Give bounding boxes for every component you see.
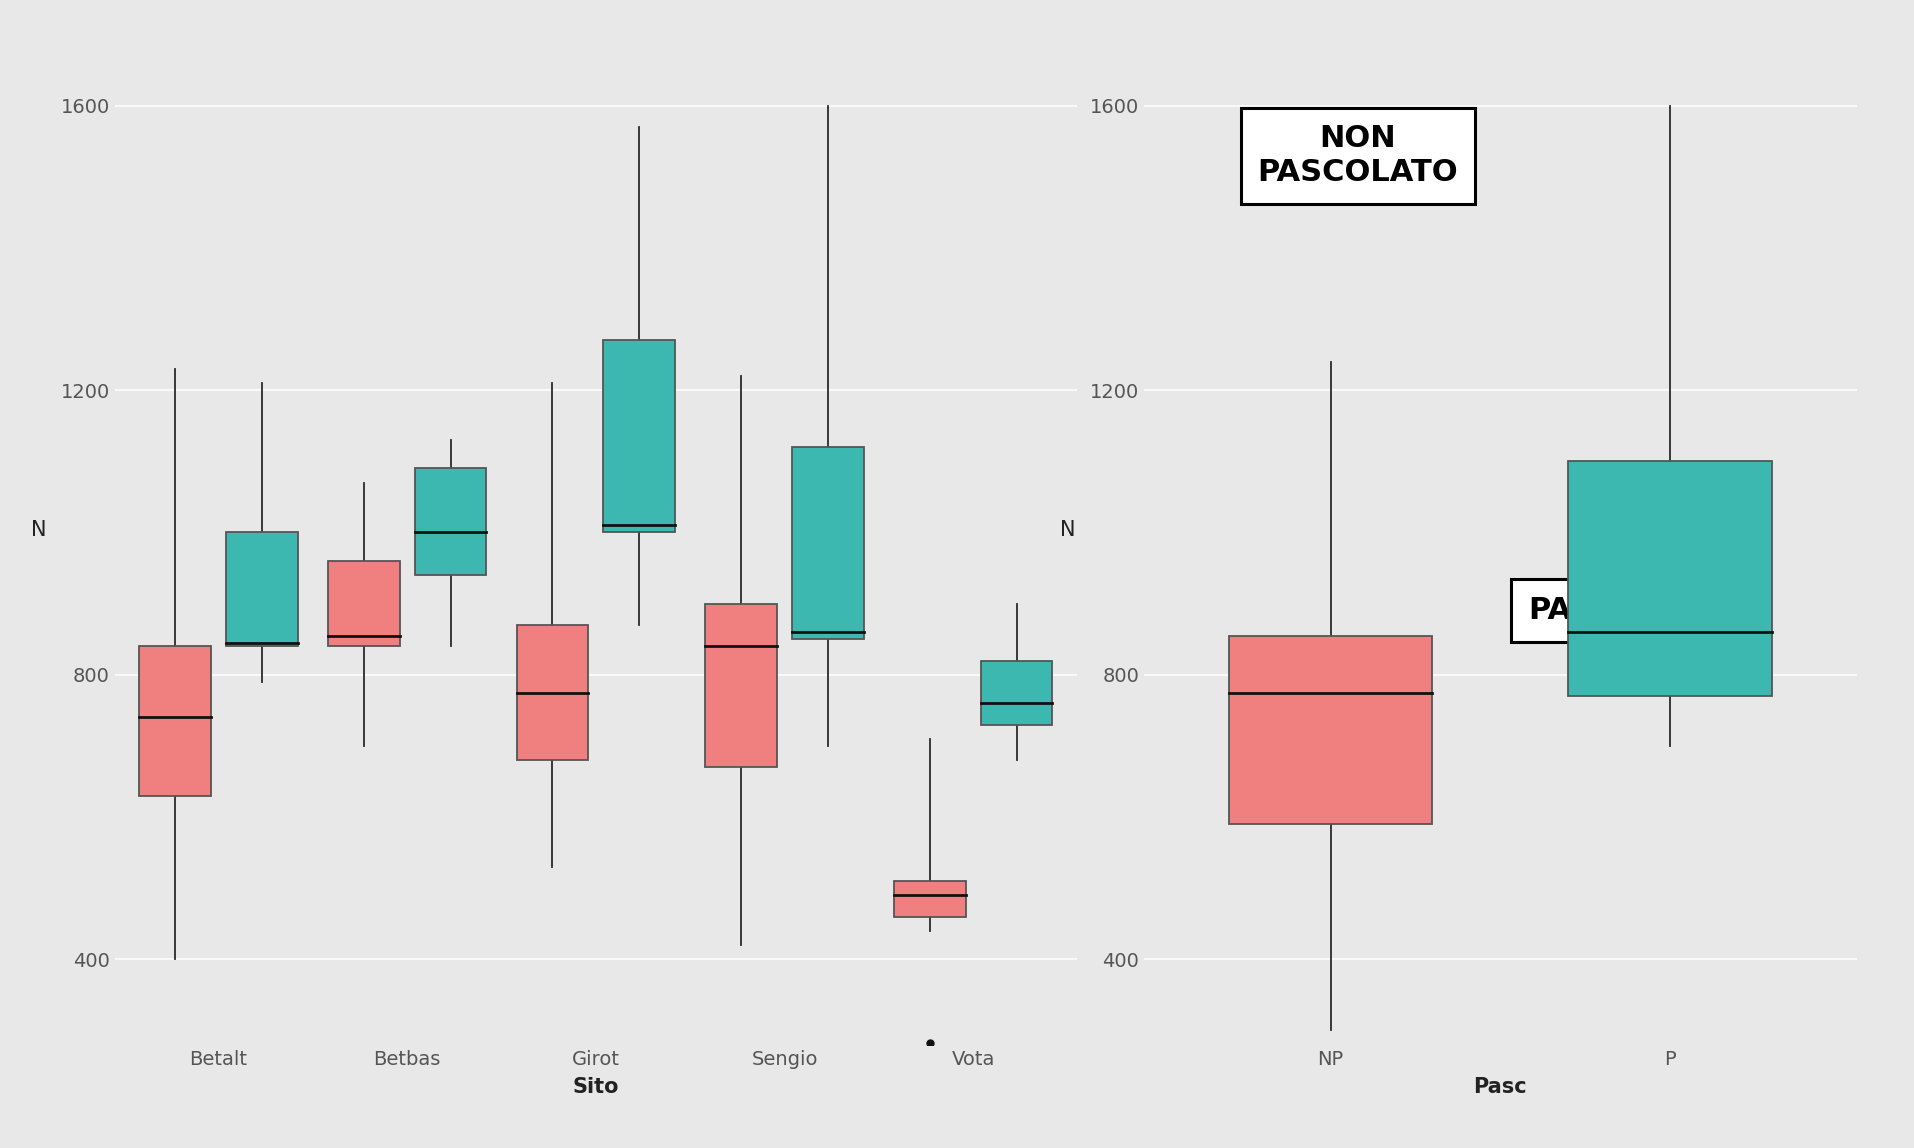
Bar bbox=[226, 533, 299, 646]
Bar bbox=[1568, 461, 1772, 696]
Bar bbox=[603, 340, 676, 533]
Bar bbox=[415, 468, 486, 575]
Bar bbox=[894, 881, 967, 916]
Bar bbox=[140, 646, 211, 796]
Text: PASCOLATO: PASCOLATO bbox=[1527, 596, 1728, 625]
X-axis label: Sito: Sito bbox=[572, 1077, 618, 1096]
Legend: NP, P: NP, P bbox=[1901, 347, 1914, 456]
Bar bbox=[792, 447, 863, 639]
X-axis label: Pasc: Pasc bbox=[1474, 1077, 1527, 1096]
Y-axis label: N: N bbox=[31, 520, 46, 540]
Bar bbox=[704, 604, 777, 767]
Bar bbox=[517, 625, 588, 760]
Bar bbox=[980, 660, 1053, 724]
Bar bbox=[1229, 636, 1432, 824]
Bar bbox=[327, 561, 400, 646]
Text: NON
PASCOLATO: NON PASCOLATO bbox=[1257, 124, 1458, 187]
Y-axis label: N: N bbox=[1060, 520, 1076, 540]
